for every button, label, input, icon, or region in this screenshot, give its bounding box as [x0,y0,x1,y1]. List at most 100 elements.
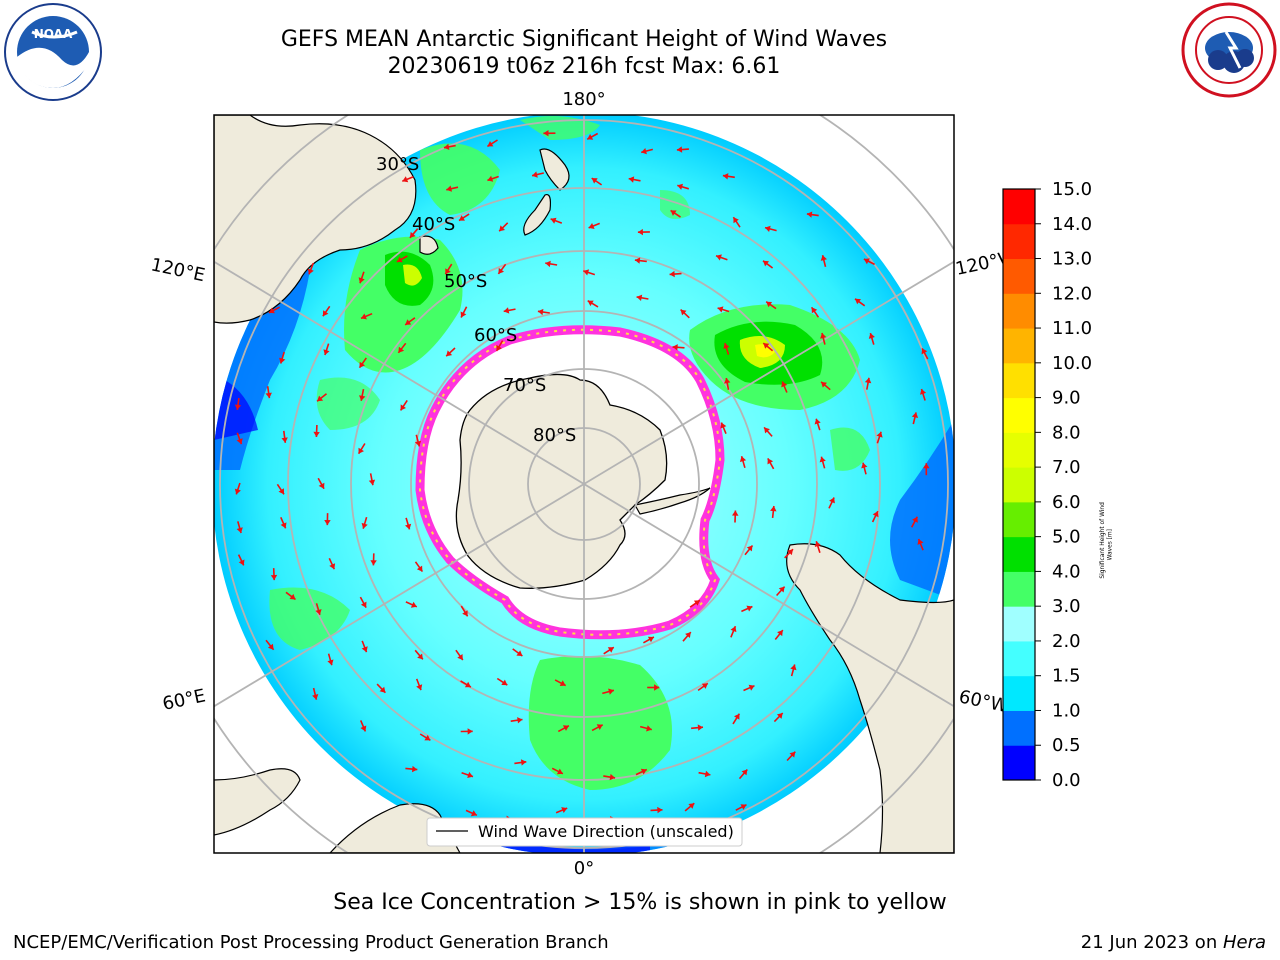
wind-wave-arrowhead [416,684,423,691]
wind-wave-arrowhead [820,333,827,339]
wind-wave-arrowhead [234,488,241,495]
wind-wave-arrowhead [361,313,367,320]
colorbar-block [1003,397,1035,433]
madagascar-land [214,768,301,836]
wind-wave-arrowhead [329,563,336,570]
wind-wave-arrowhead [409,231,416,238]
wind-wave-arrowhead [628,176,635,183]
wind-wave-arrowhead [278,488,284,495]
lat-label-40s: 40°S [412,214,455,235]
wind-wave-arrowhead [410,601,417,608]
wind-wave-arrowhead [312,694,319,700]
colorbar-block [1003,328,1035,364]
wind-wave-arrowhead [265,392,272,399]
wind-wave-arrowhead [317,395,324,402]
wind-wave-arrowhead [778,586,785,593]
wind-wave-arrowhead [457,654,463,660]
wind-wave-arrowhead [733,217,739,224]
wind-wave-arrowhead [443,143,450,150]
wind-wave-arrowhead [657,806,663,814]
wind-wave-arrowhead [829,497,835,504]
wind-wave-arrowhead [307,268,314,275]
lat-label-30s: 30°S [376,154,419,175]
lat-label-70s: 70°S [503,375,546,396]
wind-wave-arrowhead [400,404,406,411]
wind-wave-arrowhead [499,225,505,232]
colorbar-tick-label: 2.0 [1052,631,1081,652]
wind-wave-arrowhead [537,308,544,316]
colorbar-block [1003,293,1035,329]
wind-wave-arrowhead [921,348,928,355]
credit-text: NCEP/EMC/Verification Post Processing Pr… [13,932,609,953]
wind-wave-arrowhead [501,679,508,686]
wind-wave-arrowhead [634,257,641,264]
colorbar-block [1003,745,1035,781]
colorbar-block [1003,258,1035,294]
wind-wave-arrowhead [732,510,739,516]
wind-wave-arrowhead [398,346,405,353]
wind-wave-arrowhead [776,713,783,719]
wind-wave-arrowhead [543,130,549,137]
wind-wave-arrowhead [672,344,678,351]
wind-wave-arrowhead [740,804,747,810]
legend-label: Wind Wave Direction (unscaled) [478,822,734,841]
wind-wave-arrowhead [676,146,683,153]
wind-wave-arrowhead [697,724,703,731]
wind-wave-arrowhead [359,361,365,368]
wind-wave-arrowhead [868,333,875,339]
wind-wave-arrows [234,130,930,823]
wind-wave-arrowhead [923,463,930,469]
wind-wave-arrowhead [503,307,510,314]
wind-wave-arrowhead [787,549,793,556]
wind-wave-arrowhead [636,294,643,301]
wind-wave-arrowhead [550,217,557,224]
title-line-2: 20230619 t06z 216h fcst Max: 6.61 [387,54,781,79]
wind-wave-arrowhead [368,479,376,486]
wind-wave-arrowhead [640,768,647,775]
wind-wave-arrowhead [720,422,727,429]
wind-wave-arrowhead [765,225,771,232]
wind-wave-arrowhead [416,565,423,572]
wind-wave-arrowhead [405,523,412,530]
colorbar-tick-label: 0.5 [1052,735,1081,756]
wind-wave-arrowhead [814,541,821,547]
wind-wave-arrowhead [270,574,278,581]
lat-label-60s: 60°S [474,325,517,346]
colorbar: 0.0 0.5 1.0 1.5 2.0 3.0 4.0 5.0 6.0 7.0 8.0 9.0 10.0… [1002,180,1092,791]
wind-wave-arrowhead [318,482,325,489]
colorbar-block [1003,362,1035,399]
wind-wave-arrowhead [777,630,783,637]
wind-wave-arrowhead [487,175,494,182]
australia-land [214,115,417,324]
wind-wave-arrowhead [734,713,740,720]
wind-wave-arrowhead [496,344,502,351]
wind-wave-arrowhead [360,601,367,608]
colorbar-tick-label: 3.0 [1052,596,1081,617]
wind-wave-arrowhead [763,343,770,349]
wind-wave-arrowhead [855,298,861,305]
wind-wave-arrowhead [281,437,288,443]
wind-wave-arrowhead [766,301,773,308]
wind-wave-arrowhead [487,141,494,147]
colorbar-tick-label: 14.0 [1052,214,1092,235]
wind-wave-arrowhead [467,771,473,778]
machine-name: Hera [1222,932,1266,953]
colorbar-block [1003,606,1035,642]
wind-wave-arrowhead [591,178,598,184]
wind-wave-arrowhead [646,725,652,732]
wind-wave-arrowhead [532,171,538,178]
wind-wave-arrowhead [730,626,737,633]
wind-wave-arrowhead [324,520,331,526]
wind-wave-arrowhead [596,724,603,730]
wind-wave-arrowhead [414,440,422,447]
colorbar-tick-label: 4.0 [1052,561,1081,582]
wind-wave-arrowhead [814,418,821,425]
wind-wave-arrowhead [806,211,813,218]
wind-wave-arrowhead [446,350,453,357]
wind-wave-arrowhead [741,769,748,776]
wind-wave-arrowhead [323,349,330,355]
wind-wave-arrowhead [716,254,722,261]
colorbar-tick-label: 10.0 [1052,353,1092,374]
colorbar-block [1003,501,1035,538]
